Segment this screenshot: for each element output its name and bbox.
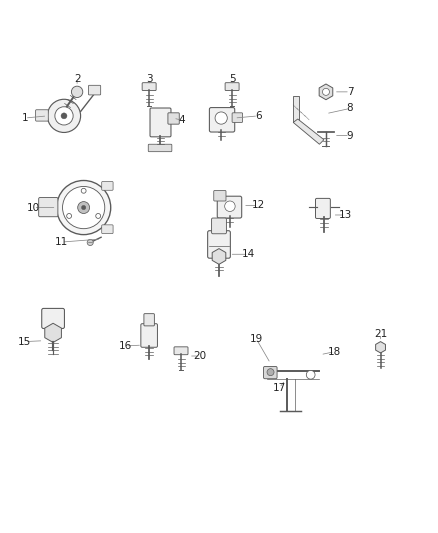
Text: 10: 10 — [27, 203, 40, 213]
Polygon shape — [212, 248, 226, 264]
Polygon shape — [45, 323, 61, 343]
FancyBboxPatch shape — [264, 367, 277, 379]
Text: 2: 2 — [74, 74, 81, 84]
Circle shape — [63, 187, 105, 229]
Circle shape — [87, 239, 93, 246]
FancyBboxPatch shape — [212, 218, 226, 234]
Circle shape — [81, 205, 86, 209]
Text: 18: 18 — [328, 346, 341, 357]
FancyBboxPatch shape — [144, 313, 154, 326]
Text: 8: 8 — [346, 103, 353, 114]
FancyBboxPatch shape — [217, 196, 242, 218]
Text: 5: 5 — [229, 74, 235, 84]
FancyBboxPatch shape — [141, 324, 157, 348]
Circle shape — [81, 188, 86, 193]
Text: 19: 19 — [250, 334, 263, 344]
Text: 14: 14 — [242, 249, 255, 259]
Text: 11: 11 — [55, 237, 68, 247]
Text: 1: 1 — [21, 113, 28, 123]
FancyBboxPatch shape — [232, 113, 243, 123]
Text: 3: 3 — [146, 74, 152, 84]
Circle shape — [57, 181, 111, 235]
Text: 17: 17 — [272, 383, 286, 393]
Circle shape — [215, 112, 227, 124]
Circle shape — [322, 88, 329, 95]
FancyBboxPatch shape — [208, 231, 230, 258]
Circle shape — [67, 214, 71, 219]
FancyBboxPatch shape — [88, 85, 101, 95]
Circle shape — [96, 214, 101, 219]
FancyBboxPatch shape — [42, 309, 64, 328]
FancyBboxPatch shape — [102, 182, 113, 190]
FancyBboxPatch shape — [148, 144, 172, 152]
FancyBboxPatch shape — [209, 108, 235, 132]
Text: 4: 4 — [179, 115, 185, 125]
Text: 16: 16 — [119, 341, 132, 351]
FancyBboxPatch shape — [214, 190, 226, 201]
Circle shape — [225, 201, 235, 212]
Text: 7: 7 — [346, 87, 353, 97]
Text: 13: 13 — [339, 210, 352, 220]
Text: 15: 15 — [18, 337, 32, 346]
Text: 21: 21 — [374, 329, 387, 339]
Text: 12: 12 — [252, 200, 265, 211]
FancyBboxPatch shape — [150, 108, 171, 137]
Circle shape — [78, 201, 90, 214]
Polygon shape — [376, 342, 385, 353]
FancyBboxPatch shape — [225, 83, 239, 91]
FancyBboxPatch shape — [168, 113, 179, 124]
FancyBboxPatch shape — [315, 198, 330, 219]
FancyBboxPatch shape — [39, 198, 58, 217]
Circle shape — [306, 370, 315, 379]
FancyBboxPatch shape — [102, 225, 113, 233]
FancyBboxPatch shape — [174, 347, 188, 354]
Circle shape — [61, 113, 67, 119]
Polygon shape — [319, 84, 333, 100]
Polygon shape — [293, 119, 324, 144]
Circle shape — [71, 86, 83, 98]
Circle shape — [267, 369, 274, 376]
Circle shape — [55, 107, 73, 125]
Polygon shape — [293, 96, 299, 123]
Text: 6: 6 — [255, 111, 261, 121]
FancyBboxPatch shape — [35, 110, 48, 121]
Text: 9: 9 — [346, 131, 353, 141]
Text: 20: 20 — [193, 351, 206, 361]
FancyBboxPatch shape — [142, 83, 156, 91]
Circle shape — [47, 99, 81, 133]
